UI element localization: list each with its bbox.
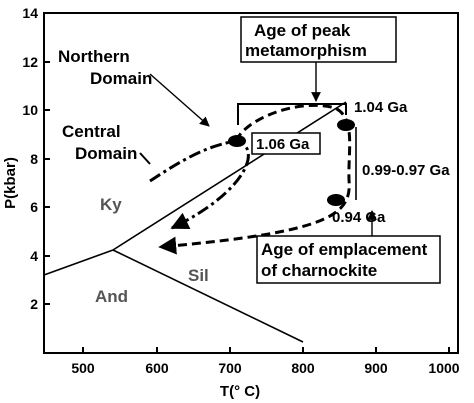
y-tick-label: 4	[30, 248, 38, 264]
peak-metamorphism-box	[240, 16, 397, 63]
y-tick-label: 14	[22, 5, 38, 21]
y-axis-title: P(kbar)	[2, 157, 19, 209]
x-tick-label: 800	[291, 360, 315, 376]
emplacement-label: Age of emplacement	[261, 240, 428, 259]
y-tick-label: 10	[22, 102, 38, 118]
x-tick-label: 900	[364, 360, 388, 376]
y-tick-label: 8	[30, 151, 38, 167]
plot-frame	[43, 12, 459, 354]
ky-sil-boundary	[112, 101, 347, 251]
northern-domain-arrow	[149, 73, 210, 127]
field-label-ky: Ky	[100, 195, 122, 214]
field-label-and: And	[95, 287, 128, 306]
x-tick-label: 700	[218, 360, 242, 376]
northern-domain-path	[158, 103, 352, 255]
age-point-0.94	[327, 194, 345, 206]
y-tick-label: 6	[30, 199, 38, 215]
age-094-label: 0.94 Ga	[332, 209, 386, 226]
age-104-label: 1.04 Ga	[354, 99, 408, 116]
x-tick-label: 1000	[428, 360, 459, 376]
age-point-1.06	[228, 135, 246, 147]
central-domain-path	[149, 139, 250, 230]
y-tick-label: 2	[30, 296, 38, 312]
age-point-1.04	[337, 119, 355, 131]
y-axis-ticks	[44, 12, 50, 305]
age-range-label: 0.99-0.97 Ga	[362, 162, 450, 179]
phase-boundaries	[43, 101, 347, 343]
age-106-label: 1.06 Ga	[256, 136, 310, 153]
central-domain-label: Domain	[75, 144, 137, 163]
peak-metamorphism-label: metamorphism	[245, 41, 367, 60]
central-domain-label: Central	[62, 122, 121, 141]
field-label-sil: Sil	[188, 266, 209, 285]
ky-and-boundary	[43, 249, 114, 276]
northern-domain-label: Northern	[58, 47, 130, 66]
northern-domain-label: Domain	[90, 69, 152, 88]
emplacement-box	[256, 235, 441, 284]
x-tick-label: 600	[145, 360, 169, 376]
peak-metamorphism-label: Age of peak	[254, 21, 351, 40]
age-106-box	[251, 132, 321, 155]
peak-metamorphism-bracket	[237, 103, 347, 125]
central-domain-leader	[139, 152, 151, 165]
x-axis-ticks	[82, 347, 450, 353]
emplacement-label: of charnockite	[261, 261, 377, 280]
y-tick-label: 12	[22, 54, 38, 70]
x-tick-label: 500	[71, 360, 95, 376]
x-axis-title: T(° C)	[220, 383, 260, 400]
and-sil-boundary	[112, 249, 304, 343]
